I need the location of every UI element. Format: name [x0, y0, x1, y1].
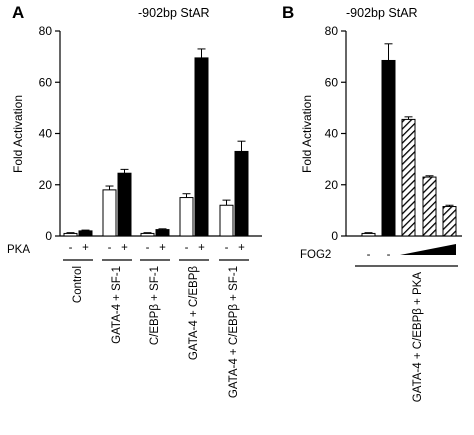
panel-a-category-label: Control [72, 266, 84, 303]
panel-b-y-tick-label: 60 [325, 75, 339, 89]
panel-a-category-label: GATA-4 + C/EBPβ [188, 266, 200, 360]
pka-sign: - [108, 242, 112, 254]
panel-a-ylabel: Fold Activation [11, 95, 25, 173]
panel-a-y-tick-label: 80 [39, 24, 53, 38]
panel-a-category-label: GATA-4 + SF-1 [111, 266, 123, 344]
panel-b-bar [381, 59, 396, 237]
panel-b-bar [401, 118, 416, 237]
pka-sign: + [82, 242, 89, 254]
panel-a-bar [63, 232, 78, 237]
panel-b-bar [422, 176, 437, 237]
pka-sign: - [185, 242, 189, 254]
panel-b-title: -902bp StAR [346, 6, 418, 20]
panel-b-group-label: GATA-4 + C/EBPβ + PKA [412, 272, 424, 403]
panel-a-y-tick-label: 20 [39, 178, 53, 192]
panel-a-bar [140, 232, 155, 237]
fog2-dose-wedge [400, 244, 456, 255]
panel-a-bar [102, 189, 117, 237]
panel-a-bar [234, 150, 249, 237]
panel-b-plot: 0 20 40 60 80 - - GATA-4 + C/EBPβ + PKA [325, 24, 462, 402]
panel-a-bar [78, 230, 93, 237]
fog2-sign: - [387, 249, 391, 261]
panel-a-letter: A [12, 3, 24, 22]
panel-a-bar [194, 57, 209, 237]
panel-b-letter: B [282, 3, 294, 22]
panel-b-bar [361, 232, 376, 237]
panel-a-category-label: GATA-4 + C/EBPβ + SF-1 [228, 266, 240, 398]
pka-sign: - [69, 242, 73, 254]
panel-a-y-tick-label: 60 [39, 75, 53, 89]
panel-b-y-tick-label: 20 [325, 178, 339, 192]
panel-a-bar [179, 197, 194, 237]
pka-sign: + [198, 242, 205, 254]
panel-a-category-label: C/EBPβ + SF-1 [149, 266, 161, 345]
panel-a-bar [155, 229, 170, 237]
panel-a-title: -902bp StAR [138, 6, 210, 20]
pka-sign: + [121, 242, 128, 254]
panel-a-y-tick-label: 40 [39, 127, 53, 141]
panel-b-y-tick-label: 40 [325, 127, 339, 141]
pka-sign: + [159, 242, 166, 254]
fog2-sign: - [367, 249, 371, 261]
panel-b-ylabel: Fold Activation [300, 95, 314, 173]
pka-sign: + [238, 242, 245, 254]
pka-label: PKA [7, 244, 30, 256]
pka-sign: - [146, 242, 150, 254]
panel-a-y-tick-label: 0 [45, 229, 52, 243]
fog2-label: FOG2 [300, 249, 331, 261]
panel-a-bar [117, 172, 132, 237]
panel-b-bar [442, 206, 457, 237]
panel-b-y-tick-label: 80 [325, 24, 339, 38]
pka-sign: - [225, 242, 229, 254]
panel-b-y-tick-label: 0 [331, 229, 338, 243]
panel-a-bar [219, 204, 234, 237]
